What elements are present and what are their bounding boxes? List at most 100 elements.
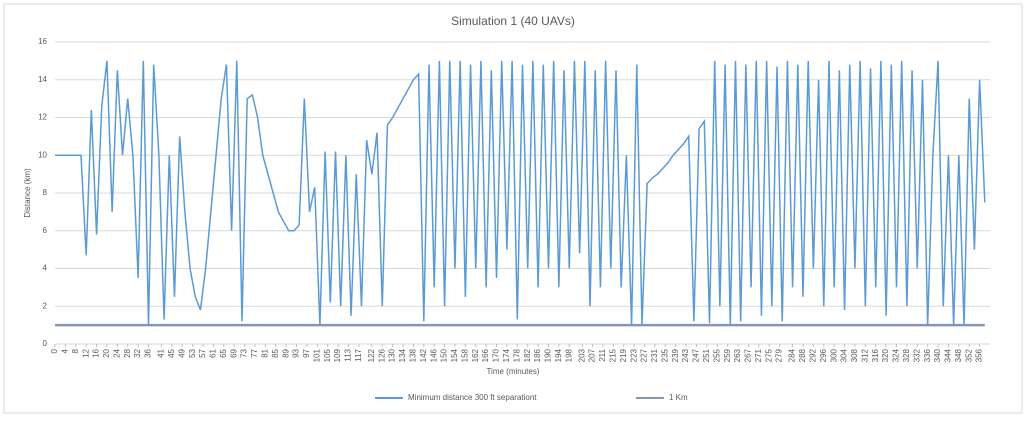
x-tick-label: 255	[712, 348, 721, 362]
x-tick-label: 36	[144, 348, 153, 357]
x-tick-label: 0	[50, 348, 59, 353]
x-tick-label: 61	[209, 348, 218, 357]
y-tick-label: 2	[43, 301, 48, 310]
x-tick-label: 170	[492, 348, 501, 362]
x-tick-label: 271	[754, 348, 763, 362]
x-tick-label: 97	[302, 348, 311, 357]
x-tick-label: 150	[440, 348, 449, 362]
x-tick-label: 154	[450, 348, 459, 362]
x-tick-label: 113	[344, 348, 353, 361]
x-tick-label: 24	[112, 348, 121, 357]
x-tick-label: 316	[871, 348, 880, 362]
x-tick-label: 259	[723, 348, 732, 362]
x-tick-label: 190	[544, 348, 553, 362]
x-tick-label: 178	[512, 348, 521, 362]
x-tick-label: 292	[808, 348, 817, 362]
x-tick-label: 340	[933, 348, 942, 362]
x-tick-label: 16	[92, 348, 101, 357]
x-tick-label: 227	[640, 348, 649, 362]
x-tick-label: 8	[71, 348, 80, 353]
y-tick-label: 4	[43, 264, 48, 273]
x-tick-label: 203	[577, 348, 586, 362]
x-tick-label: 211	[598, 348, 607, 361]
y-tick-label: 0	[43, 339, 48, 348]
x-tick-label: 130	[388, 348, 397, 362]
x-tick-label: 65	[219, 348, 228, 357]
x-tick-label: 53	[188, 348, 197, 357]
x-tick-label: 219	[619, 348, 628, 362]
x-axis-label: Time (minutes)	[486, 367, 539, 376]
x-tick-label: 142	[419, 348, 428, 362]
x-tick-label: 308	[850, 348, 859, 362]
series-line	[55, 60, 986, 326]
x-tick-label: 284	[788, 348, 797, 362]
x-tick-label: 166	[481, 348, 490, 362]
x-tick-label: 324	[892, 348, 901, 362]
y-tick-label: 6	[43, 226, 48, 235]
x-tick-label: 126	[377, 348, 386, 362]
x-tick-label: 45	[167, 348, 176, 357]
x-tick-label: 85	[271, 348, 280, 357]
x-tick-label: 223	[629, 348, 638, 362]
x-tick-label: 328	[902, 348, 911, 362]
x-tick-label: 336	[923, 348, 932, 362]
x-tick-label: 296	[819, 348, 828, 362]
x-tick-label: 122	[367, 348, 376, 362]
x-tick-label: 77	[250, 348, 259, 357]
x-tick-label: 146	[429, 348, 438, 362]
legend-label: 1 Km	[669, 393, 688, 402]
y-tick-label: 10	[38, 150, 47, 159]
x-tick-label: 235	[660, 348, 669, 362]
x-tick-label: 263	[733, 348, 742, 362]
x-tick-label: 174	[502, 348, 511, 362]
x-tick-label: 300	[829, 348, 838, 362]
x-tick-label: 93	[292, 348, 301, 357]
x-tick-label: 101	[312, 348, 321, 362]
y-tick-label: 8	[43, 188, 48, 197]
x-tick-label: 344	[944, 348, 953, 362]
x-tick-label: 231	[650, 348, 659, 362]
x-tick-label: 182	[523, 348, 532, 362]
x-tick-label: 134	[398, 348, 407, 362]
y-tick-label: 14	[38, 75, 47, 84]
x-tick-label: 279	[775, 348, 784, 362]
x-tick-label: 158	[460, 348, 469, 362]
x-tick-label: 41	[157, 348, 166, 357]
x-tick-label: 198	[564, 348, 573, 362]
x-tick-label: 215	[609, 348, 618, 362]
legend-label: Minimum distance 300 ft separationt	[408, 393, 537, 402]
x-tick-label: 251	[702, 348, 711, 362]
x-tick-label: 73	[240, 348, 249, 357]
y-tick-label: 12	[38, 113, 47, 122]
x-tick-label: 320	[881, 348, 890, 362]
x-tick-label: 288	[798, 348, 807, 362]
x-tick-label: 348	[954, 348, 963, 362]
x-tick-label: 312	[860, 348, 869, 362]
x-tick-label: 162	[471, 348, 480, 362]
x-tick-label: 89	[281, 348, 290, 357]
x-tick-label: 20	[102, 348, 111, 357]
x-tick-label: 81	[260, 348, 269, 357]
x-tick-label: 352	[964, 348, 973, 362]
x-tick-label: 32	[133, 348, 142, 357]
x-tick-label: 49	[177, 348, 186, 357]
x-tick-label: 239	[671, 348, 680, 362]
x-tick-label: 247	[692, 348, 701, 362]
x-tick-label: 304	[840, 348, 849, 362]
x-tick-label: 207	[588, 348, 597, 362]
x-tick-label: 109	[333, 348, 342, 362]
chart-title: Simulation 1 (40 UAVs)	[451, 14, 575, 28]
x-tick-label: 332	[912, 348, 921, 362]
x-tick-label: 4	[60, 348, 69, 353]
x-tick-label: 194	[554, 348, 563, 362]
x-tick-label: 356	[975, 348, 984, 362]
x-tick-label: 28	[123, 348, 132, 357]
x-tick-label: 267	[744, 348, 753, 362]
x-tick-label: 117	[354, 348, 363, 361]
x-tick-label: 69	[229, 348, 238, 357]
y-tick-label: 16	[38, 37, 47, 46]
x-tick-label: 186	[533, 348, 542, 362]
x-tick-label: 243	[681, 348, 690, 362]
x-tick-label: 57	[198, 348, 207, 357]
